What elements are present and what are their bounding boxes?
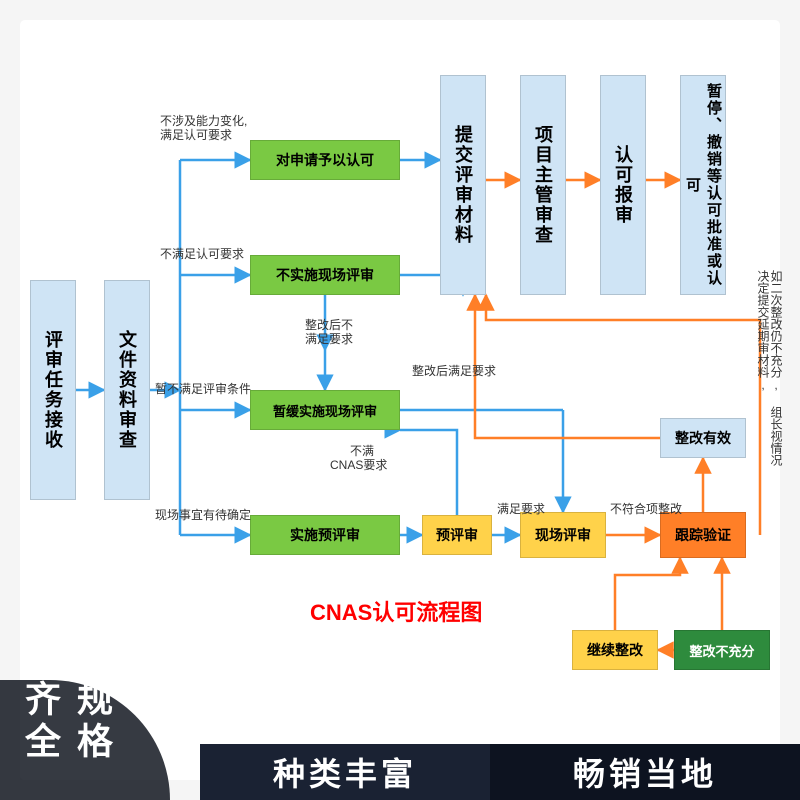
node-n11: 继续整改 (572, 630, 658, 670)
node-n3: 对申请予以认可 (250, 140, 400, 180)
footer-bar-2-text: 畅销当地 (573, 749, 717, 795)
node-text: 整改不充分 (689, 641, 754, 660)
arrow-18 (475, 295, 660, 438)
node-text: 预评审 (436, 525, 478, 545)
edge-label-l1b: 满足认可要求 (160, 126, 232, 143)
node-n8: 现场评审 (520, 512, 606, 558)
node-text: 提交评审材料 (450, 125, 476, 245)
node-text: 文件资料审查 (114, 330, 140, 450)
footer-bar-2: 畅销当地 (490, 744, 800, 800)
edge-label-l4: 现场事宜有待确定 (155, 506, 251, 523)
edge-label-l10b: 如二次整改仍不充分, 组长视情况 (768, 270, 785, 466)
edge-label-l8: 满足要求 (497, 500, 545, 517)
node-n13: 提交评审材料 (440, 75, 486, 295)
node-text: 项目主管审查 (530, 125, 556, 245)
node-n2: 文件资料审查 (104, 280, 150, 500)
node-text: 暂缓实施现场评审 (273, 401, 377, 420)
node-n5: 暂缓实施现场评审 (250, 390, 400, 430)
node-n9: 跟踪验证 (660, 512, 746, 558)
node-text: 继续整改 (587, 640, 643, 660)
edge-label-l9: 不符合项整改 (610, 500, 682, 517)
node-text: 跟踪验证 (675, 525, 731, 545)
edge-label-l5b: 满足要求 (305, 330, 353, 347)
corner-badge-text: 规格齐全 (14, 680, 118, 800)
node-n4: 不实施现场评审 (250, 255, 400, 295)
edge-label-l7b: CNAS要求 (330, 456, 387, 473)
edge-label-l2: 不满足认可要求 (160, 245, 244, 262)
footer-bar-1: 种类丰富 (200, 744, 490, 800)
node-n12: 整改不充分 (674, 630, 770, 670)
edge-label-l6: 整改后满足要求 (412, 362, 496, 379)
node-text: 评审任务接收 (40, 330, 66, 450)
arrow-24 (615, 558, 680, 630)
node-n14: 项目主管审查 (520, 75, 566, 295)
node-n7: 预评审 (422, 515, 492, 555)
chart-title: CNAS认可流程图 (310, 595, 482, 627)
edge-label-l3: 暂不满足评审条件 (155, 380, 251, 397)
node-n10: 整改有效 (660, 418, 746, 458)
node-n6: 实施预评审 (250, 515, 400, 555)
node-text: 现场评审 (535, 525, 591, 545)
node-text: 认可报审 (610, 145, 636, 225)
flowchart-canvas: CNAS认可流程图 评审任务接收 文件资料审查 对申请予以认可不实施现场评审暂缓实施… (20, 20, 780, 780)
arrow-15 (400, 430, 457, 515)
footer-bar-1-text: 种类丰富 (273, 749, 417, 795)
node-text: 对申请予以认可 (276, 150, 374, 170)
node-text: 暂停、撤销等认可批准或认可 (682, 76, 724, 294)
arrow-25 (486, 295, 760, 535)
node-n15: 认可报审 (600, 75, 646, 295)
node-text: 不实施现场评审 (276, 265, 374, 285)
node-n1: 评审任务接收 (30, 280, 76, 500)
node-text: 整改有效 (675, 428, 731, 448)
node-n16: 暂停、撤销等认可批准或认可 (680, 75, 726, 295)
node-text: 实施预评审 (290, 525, 360, 545)
